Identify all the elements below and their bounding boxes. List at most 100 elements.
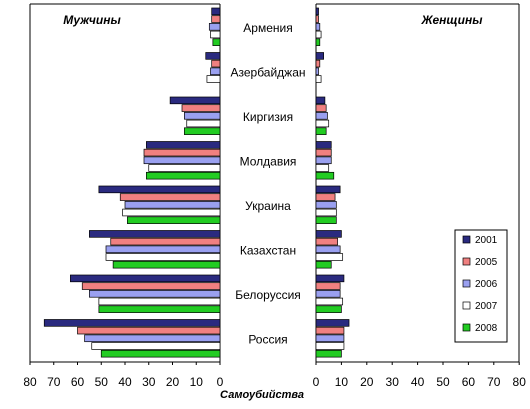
legend-label-2007: 2007 <box>475 301 498 312</box>
legend-label-2008: 2008 <box>475 323 498 334</box>
bar-male-2007-5 <box>105 253 221 261</box>
legend-swatch-2007 <box>462 301 471 310</box>
left-panel-title: Мужчины <box>63 13 121 27</box>
bar-male-2001-1 <box>205 52 221 60</box>
left-tick-label-5: 50 <box>95 375 109 389</box>
bar-female-2005-7 <box>315 326 345 335</box>
bar-female-2006-2 <box>315 112 328 120</box>
bar-male-2006-1 <box>210 67 221 76</box>
bar-female-2008-4 <box>315 216 337 224</box>
legend-label-2006: 2006 <box>475 279 498 290</box>
x-axis-title: Самоубийства <box>220 389 304 401</box>
bar-female-2007-7 <box>315 342 345 350</box>
bar-female-2007-5 <box>315 253 344 261</box>
bar-male-2001-5 <box>89 230 221 238</box>
bar-male-2006-3 <box>143 156 221 165</box>
bar-female-2001-1 <box>315 52 324 60</box>
right-tick-label-6: 60 <box>462 375 476 389</box>
bar-male-2001-4 <box>98 185 221 194</box>
bar-female-2006-1 <box>315 67 319 76</box>
left-tick-label-3: 30 <box>142 375 156 389</box>
bar-female-2001-5 <box>315 230 342 238</box>
bar-male-2001-3 <box>146 141 221 149</box>
right-tick-label-2: 20 <box>360 375 374 389</box>
bar-female-2005-2 <box>315 104 327 112</box>
bar-female-2005-0 <box>315 15 319 23</box>
left-tick-label-0: 0 <box>217 375 224 389</box>
bar-male-2007-4 <box>122 208 221 217</box>
bar-female-2007-2 <box>315 119 330 128</box>
right-tick-label-8: 80 <box>513 375 527 389</box>
bar-male-2008-4 <box>127 216 221 224</box>
bar-male-2005-0 <box>211 15 221 23</box>
bar-male-2001-2 <box>169 96 221 105</box>
country-label-1: Азербайджан <box>230 66 305 80</box>
bar-male-2008-7 <box>100 349 221 358</box>
country-label-0: Армения <box>243 21 292 35</box>
bar-male-2008-6 <box>98 305 221 313</box>
bar-female-2001-3 <box>315 141 332 149</box>
bar-male-2007-3 <box>148 164 221 172</box>
bar-female-2008-0 <box>315 38 321 46</box>
bar-female-2006-4 <box>315 201 337 209</box>
legend-swatch-2005 <box>462 257 471 266</box>
bar-female-2007-3 <box>315 164 330 172</box>
right-panel-title: Женщины <box>421 13 484 27</box>
bar-female-2001-7 <box>315 319 350 327</box>
country-label-3: Молдавия <box>240 155 297 169</box>
right-tick-label-4: 40 <box>411 375 425 389</box>
bar-male-2001-7 <box>43 319 221 327</box>
legend-label-2005: 2005 <box>475 257 498 268</box>
bar-female-2005-4 <box>315 193 336 201</box>
left-tick-label-7: 70 <box>47 375 61 389</box>
bar-male-2007-0 <box>210 30 221 39</box>
bar-male-2005-3 <box>143 148 221 157</box>
right-tick-label-1: 10 <box>335 375 349 389</box>
bar-male-2008-3 <box>146 171 221 180</box>
country-label-5: Казахстан <box>240 244 296 258</box>
bar-male-2005-2 <box>181 104 221 112</box>
country-label-2: Киргизия <box>243 110 293 124</box>
legend-swatch-2006 <box>462 279 471 288</box>
bar-male-2001-0 <box>211 7 221 16</box>
left-tick-label-2: 20 <box>166 375 180 389</box>
bar-male-2007-7 <box>91 342 221 350</box>
legend-swatch-2008 <box>462 323 471 332</box>
bar-male-2001-6 <box>70 274 221 283</box>
left-tick-label-1: 10 <box>190 375 204 389</box>
legend-swatch-2001 <box>462 235 471 244</box>
bar-female-2007-6 <box>315 297 344 306</box>
right-tick-label-0: 0 <box>313 375 320 389</box>
bar-female-2005-5 <box>315 237 338 246</box>
bar-male-2005-4 <box>119 193 221 201</box>
left-tick-label-4: 40 <box>118 375 132 389</box>
bar-male-2006-7 <box>84 334 221 343</box>
bar-female-2001-2 <box>315 96 326 105</box>
bar-male-2006-5 <box>105 245 221 254</box>
bar-male-2005-1 <box>211 59 221 68</box>
bar-female-2006-5 <box>315 245 341 254</box>
bar-female-2005-1 <box>315 59 321 68</box>
left-tick-label-6: 60 <box>71 375 85 389</box>
bar-male-2005-5 <box>110 237 221 246</box>
country-label-7: Россия <box>248 333 287 347</box>
bar-female-2008-2 <box>315 127 327 135</box>
bar-male-2005-6 <box>81 282 221 290</box>
bar-female-2006-6 <box>315 290 341 298</box>
bar-female-2007-0 <box>315 30 322 39</box>
right-tick-label-5: 50 <box>436 375 450 389</box>
bar-male-2007-6 <box>98 297 221 306</box>
bar-male-2008-5 <box>112 260 221 269</box>
bar-female-2001-6 <box>315 274 345 283</box>
bar-male-2007-2 <box>186 119 221 128</box>
bar-female-2001-0 <box>315 7 319 16</box>
left-tick-label-8: 80 <box>23 375 37 389</box>
right-tick-label-3: 30 <box>386 375 400 389</box>
bar-female-2008-5 <box>315 260 332 269</box>
bar-male-2008-0 <box>212 38 221 46</box>
bar-male-2005-7 <box>77 326 221 335</box>
bar-female-2008-7 <box>315 349 342 358</box>
right-tick-label-7: 70 <box>487 375 501 389</box>
bar-female-2006-3 <box>315 156 332 165</box>
